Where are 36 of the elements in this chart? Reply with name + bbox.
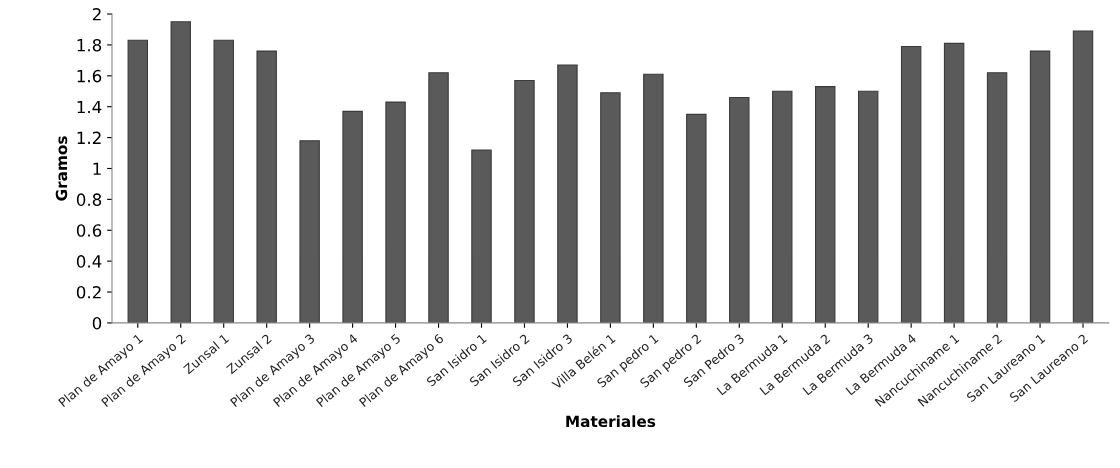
bar xyxy=(514,79,535,323)
bar xyxy=(1072,30,1094,323)
y-tick-label: 0.2 xyxy=(76,285,101,299)
bar xyxy=(900,45,922,323)
y-tick-label: 0 xyxy=(92,316,102,330)
y-tick-label: 1.4 xyxy=(77,100,102,114)
y-tick-label: 1.6 xyxy=(77,69,102,83)
bar xyxy=(729,96,750,323)
bar xyxy=(342,110,363,323)
bar xyxy=(385,101,406,323)
y-tick-label: 0.8 xyxy=(76,193,102,206)
bar xyxy=(815,86,836,323)
y-tick-label: 1.2 xyxy=(77,131,101,144)
bar xyxy=(471,149,492,323)
bar xyxy=(256,50,277,323)
y-tick-label: 0.6 xyxy=(76,224,102,237)
bar xyxy=(600,92,621,323)
bar xyxy=(127,39,149,323)
y-axis-title: Gramos xyxy=(55,136,68,201)
y-tick-label: 1 xyxy=(93,162,101,175)
y-tick-label: 2 xyxy=(92,8,101,21)
bar xyxy=(557,64,578,323)
bar xyxy=(213,39,234,323)
bar xyxy=(299,140,320,323)
x-axis-title: Materiales xyxy=(566,415,656,428)
bar xyxy=(857,90,879,323)
y-tick-label: 0.4 xyxy=(76,255,102,268)
bar xyxy=(170,21,191,323)
bar xyxy=(686,113,707,323)
y-tick-label: 1.8 xyxy=(77,38,102,52)
bar xyxy=(643,73,664,323)
bar xyxy=(986,72,1008,323)
bar xyxy=(1029,50,1051,323)
bar xyxy=(428,72,449,323)
bar xyxy=(772,90,793,323)
bar xyxy=(943,42,965,323)
